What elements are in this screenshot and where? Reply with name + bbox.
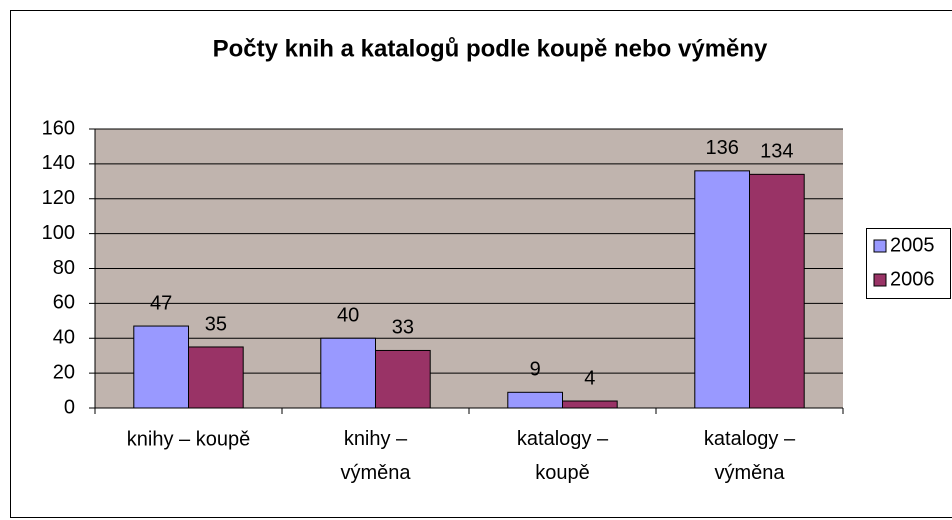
data-label: 40 bbox=[337, 305, 359, 327]
data-label: 35 bbox=[205, 313, 227, 335]
x-tick-label: katalogy – výměna bbox=[704, 428, 796, 484]
y-tick-label: 140 bbox=[42, 152, 75, 174]
legend-label: 2006 bbox=[890, 268, 935, 290]
bar bbox=[320, 337, 376, 409]
data-label: 134 bbox=[760, 141, 793, 163]
legend-swatch bbox=[873, 273, 887, 287]
data-label: 136 bbox=[705, 137, 738, 159]
y-tick-label: 100 bbox=[42, 222, 75, 244]
data-label: 33 bbox=[392, 317, 414, 339]
legend-swatch bbox=[873, 239, 887, 253]
y-tick-label: 160 bbox=[42, 117, 75, 139]
data-label: 47 bbox=[150, 292, 172, 314]
y-tick-label: 0 bbox=[64, 396, 75, 418]
bar bbox=[749, 173, 805, 409]
y-tick-label: 60 bbox=[53, 292, 75, 314]
y-tick-label: 80 bbox=[53, 257, 75, 279]
bar bbox=[375, 349, 431, 409]
data-label: 4 bbox=[584, 367, 595, 389]
bar bbox=[133, 325, 190, 409]
bar bbox=[507, 391, 563, 409]
y-tick-label: 40 bbox=[53, 327, 75, 349]
x-tick-label: katalogy – koupě bbox=[517, 428, 609, 484]
chart-title: Počty knih a katalogů podle koupě nebo v… bbox=[213, 35, 768, 62]
bar bbox=[188, 346, 244, 409]
legend-label: 2005 bbox=[890, 234, 935, 256]
x-tick-label: knihy – koupě bbox=[127, 428, 250, 450]
x-tick-label: knihy – výměna bbox=[340, 428, 411, 484]
bar bbox=[562, 400, 618, 409]
data-label: 9 bbox=[530, 359, 541, 381]
y-tick-label: 20 bbox=[53, 361, 75, 383]
bar bbox=[694, 170, 750, 409]
y-tick-label: 120 bbox=[42, 187, 75, 209]
